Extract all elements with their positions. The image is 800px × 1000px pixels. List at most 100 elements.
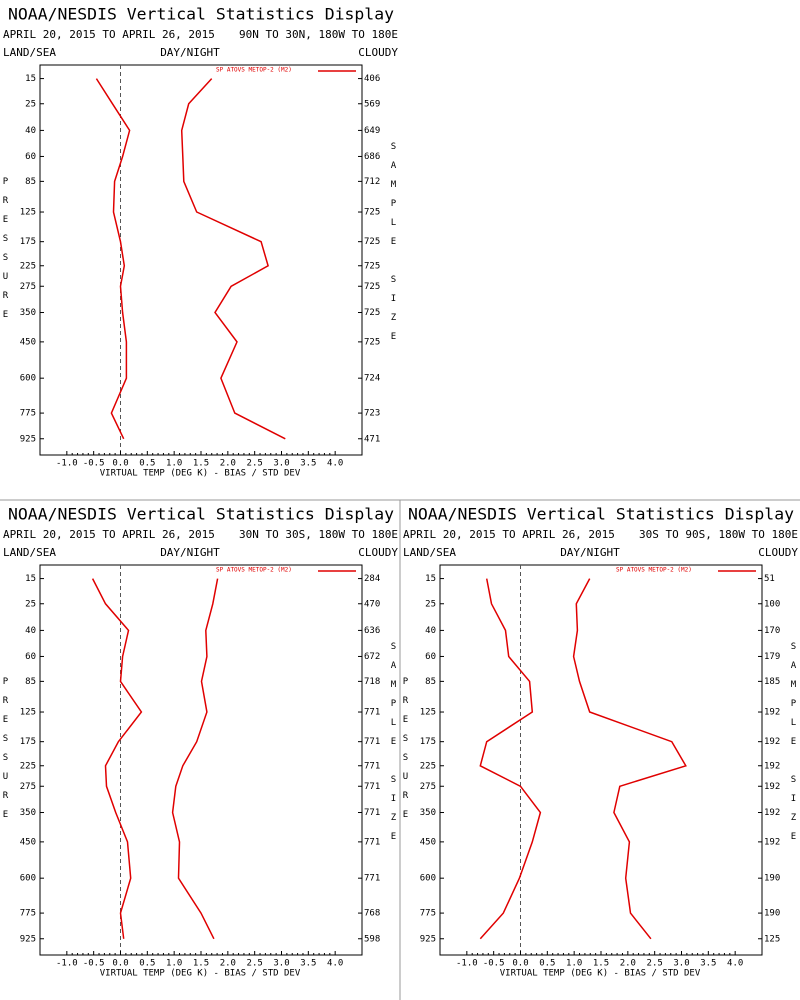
y-axis-label: PRESSURE bbox=[1, 677, 11, 829]
chart-title: NOAA/NESDIS Vertical Statistics Display bbox=[8, 505, 394, 524]
y-tick-label: 350 bbox=[420, 808, 436, 818]
sample-size: 170 bbox=[764, 626, 780, 636]
y-tick-label: 600 bbox=[20, 374, 36, 384]
sample-size: 125 bbox=[764, 934, 780, 944]
sample-size: 192 bbox=[764, 708, 780, 718]
cloud: CLOUDY bbox=[358, 46, 398, 59]
y-tick-label: 225 bbox=[20, 261, 36, 271]
sample-size: 718 bbox=[364, 677, 380, 687]
region: 30S TO 90S, 180W TO 180E bbox=[639, 528, 798, 541]
sample-size: 724 bbox=[364, 374, 380, 384]
panel: NOAA/NESDIS Vertical Statistics Display A… bbox=[1, 505, 399, 979]
sample-size: 771 bbox=[364, 737, 380, 747]
x-tick-label: 0.0 bbox=[112, 959, 128, 969]
sample-size: 725 bbox=[364, 337, 380, 347]
x-tick-label: 3.0 bbox=[273, 959, 289, 969]
y-tick-label: 60 bbox=[25, 652, 36, 662]
y-axis-label: PRESSURE bbox=[1, 177, 11, 329]
y-tick-label: 85 bbox=[25, 177, 36, 187]
y-tick-label: 85 bbox=[25, 677, 36, 687]
y-tick-label: 125 bbox=[20, 708, 36, 718]
x-tick-label: 3.5 bbox=[300, 459, 316, 469]
sample-size: 569 bbox=[364, 99, 380, 109]
y-tick-label: 225 bbox=[420, 761, 436, 771]
y-tick-label: 925 bbox=[20, 434, 36, 444]
bias-line bbox=[95, 78, 131, 440]
legend-label: SP ATOVS METOP-2 (M2) bbox=[216, 567, 292, 574]
plot-frame bbox=[39, 564, 363, 956]
plot-frame bbox=[439, 564, 763, 956]
y-tick-label: 350 bbox=[20, 808, 36, 818]
x-tick-label: 1.0 bbox=[166, 459, 182, 469]
sample-size: 725 bbox=[364, 237, 380, 247]
sample-size: 771 bbox=[364, 874, 380, 884]
x-tick-label: 2.5 bbox=[647, 959, 663, 969]
chart-title: NOAA/NESDIS Vertical Statistics Display bbox=[8, 5, 394, 24]
x-tick-label: 2.0 bbox=[220, 959, 236, 969]
x-tick-label: 0.5 bbox=[139, 959, 155, 969]
y-tick-label: 600 bbox=[20, 874, 36, 884]
cloud: CLOUDY bbox=[758, 546, 798, 559]
sample-size: 284 bbox=[364, 574, 380, 584]
y-tick-label: 350 bbox=[20, 308, 36, 318]
y-tick-label: 225 bbox=[20, 761, 36, 771]
x-tick-label: -0.5 bbox=[83, 459, 105, 469]
x-tick-label: 2.5 bbox=[247, 459, 263, 469]
y-tick-label: 175 bbox=[20, 737, 36, 747]
y-tick-label: 275 bbox=[420, 782, 436, 792]
sample-size: 470 bbox=[364, 599, 380, 609]
y-tick-label: 925 bbox=[20, 934, 36, 944]
x-tick-label: -0.5 bbox=[83, 959, 105, 969]
land-sea: LAND/SEA bbox=[3, 46, 56, 59]
sample-size: 771 bbox=[364, 837, 380, 847]
x-tick-label: 3.5 bbox=[700, 959, 716, 969]
sample-size: 406 bbox=[364, 74, 380, 84]
panel: NOAA/NESDIS Vertical Statistics Display A… bbox=[1, 5, 399, 479]
x-tick-label: -0.5 bbox=[483, 959, 505, 969]
legend-label: SP ATOVS METOP-2 (M2) bbox=[216, 67, 292, 74]
y-tick-label: 125 bbox=[420, 708, 436, 718]
bias-line bbox=[479, 578, 542, 940]
date-range: APRIL 20, 2015 TO APRIL 26, 2015 bbox=[3, 528, 215, 541]
y-tick-label: 275 bbox=[20, 782, 36, 792]
y-tick-label: 25 bbox=[25, 99, 36, 109]
sample-size: 190 bbox=[764, 874, 780, 884]
y-tick-label: 275 bbox=[20, 282, 36, 292]
sample-size: 723 bbox=[364, 409, 380, 419]
y-tick-label: 60 bbox=[25, 152, 36, 162]
y-tick-label: 15 bbox=[25, 574, 36, 584]
sample-size: 649 bbox=[364, 126, 380, 136]
y-tick-label: 25 bbox=[25, 599, 36, 609]
x-axis-label: VIRTUAL TEMP (DEG K) - BIAS / STD DEV bbox=[100, 469, 301, 479]
y-tick-label: 775 bbox=[420, 909, 436, 919]
y-tick-label: 15 bbox=[425, 574, 436, 584]
y-tick-label: 60 bbox=[425, 652, 436, 662]
y-tick-label: 125 bbox=[20, 208, 36, 218]
sample-size: 725 bbox=[364, 308, 380, 318]
std-dev-line bbox=[180, 78, 286, 440]
x-tick-label: 2.0 bbox=[220, 459, 236, 469]
region: 90N TO 30N, 180W TO 180E bbox=[239, 28, 398, 41]
legend-label: SP ATOVS METOP-2 (M2) bbox=[616, 567, 692, 574]
x-tick-label: -1.0 bbox=[56, 459, 78, 469]
std-dev-line bbox=[171, 578, 219, 940]
sample-size: 190 bbox=[764, 909, 780, 919]
y-tick-label: 15 bbox=[25, 74, 36, 84]
y2-axis-label: SAMPLE SIZE bbox=[389, 142, 399, 351]
x-axis-label: VIRTUAL TEMP (DEG K) - BIAS / STD DEV bbox=[100, 969, 301, 979]
x-tick-label: 1.5 bbox=[193, 459, 209, 469]
y-tick-label: 925 bbox=[420, 934, 436, 944]
y-tick-label: 450 bbox=[20, 337, 36, 347]
sample-size: 179 bbox=[764, 652, 780, 662]
sample-size: 185 bbox=[764, 677, 780, 687]
sample-size: 192 bbox=[764, 808, 780, 818]
y-tick-label: 40 bbox=[425, 626, 436, 636]
bias-line bbox=[91, 578, 143, 939]
date-range: APRIL 20, 2015 TO APRIL 26, 2015 bbox=[403, 528, 615, 541]
sample-size: 771 bbox=[364, 708, 380, 718]
sample-size: 771 bbox=[364, 761, 380, 771]
x-tick-label: 4.0 bbox=[727, 959, 743, 969]
y-tick-label: 450 bbox=[420, 837, 436, 847]
std-dev-line bbox=[572, 578, 687, 940]
